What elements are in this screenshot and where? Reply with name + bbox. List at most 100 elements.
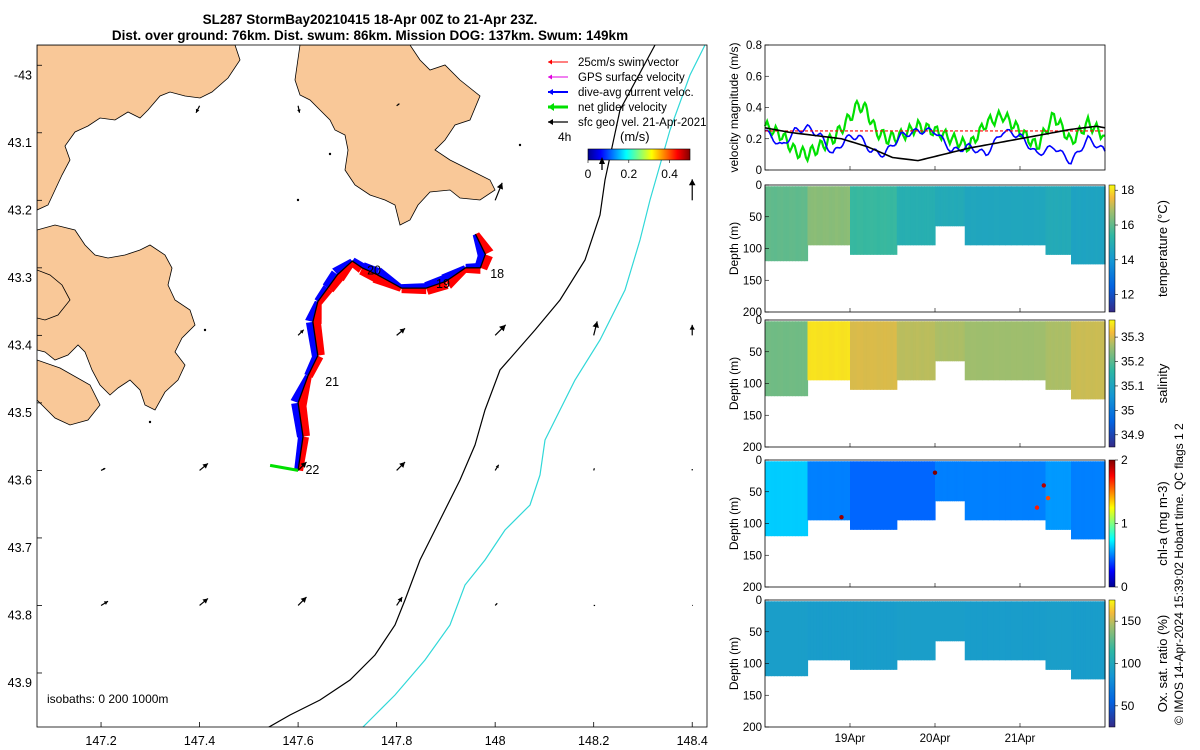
profile-cell [1097,186,1101,265]
arrow-icon [202,463,208,469]
panel-salinity: 34.9 35 35.1 35.2 35.3 salinity 0 50 100 150 200 De… [727,315,1170,454]
y-tick-label: 100 [743,659,762,671]
profile-cell [899,321,903,381]
profile-cell [1047,461,1050,530]
profile-cell [952,461,955,502]
profile-cell [1022,601,1029,661]
profile-cell [958,601,962,642]
profile-cell [1095,321,1099,400]
y-axis-label: Depth (m) [727,222,741,275]
profile-cell [1092,186,1096,265]
vector-scale-label: 4h [558,130,571,144]
profile-cell [1039,601,1047,661]
profile-cell [789,186,793,262]
profile-cell [828,601,833,661]
profile-cell [873,461,878,530]
profile-cell [982,186,989,246]
profile-cell [926,461,931,521]
current-vector-fan [304,353,318,376]
profile-cell [960,601,964,642]
profile-cell [937,601,940,642]
colorbar-tick-label: 0 [585,167,592,181]
profile-cell [960,461,964,502]
glider-track-line [297,233,487,471]
arrow-icon [202,598,208,604]
isobaths-label: isobaths: 0 200 1000m [47,692,168,706]
arrow-icon [599,157,605,164]
profile-cell [1005,601,1012,661]
profile-cell [960,186,964,227]
land-south-peninsula [37,224,196,411]
day-label: 22 [305,463,319,477]
profile-cell [1063,321,1067,390]
y-tick-label: 50 [749,347,762,359]
profile-cell [918,321,922,381]
y-tick-label: 0 [756,455,762,467]
profile-cell [1052,461,1056,530]
profile-cell [843,461,848,521]
profile-cell [902,601,906,661]
profile-cell [850,601,854,670]
profile-cell [1005,186,1012,246]
arrow-icon [593,468,595,470]
profile-cell [1047,186,1050,255]
chla-spot [1034,505,1040,510]
profile-cell [780,186,784,262]
current-vector-fan [314,285,328,302]
y-axis-label: velocity magnitude (m/s) [727,42,741,172]
profile-cell [1022,186,1029,246]
y-tick-label: 43.8 [8,608,32,622]
profile-cell [937,461,940,502]
profile-cell [1052,321,1056,390]
profile-cell [1047,601,1050,670]
profile-cell [840,601,845,661]
profile-cell [780,321,784,397]
profile-cell [962,321,966,362]
profile-cell [1063,461,1067,530]
profile-cell [801,461,806,537]
profile-cell [856,321,861,390]
profile-cell [932,321,936,381]
profile-cell [964,321,972,381]
arrow-icon [496,182,503,190]
profile-cell [840,186,845,246]
land-layer [37,45,522,426]
profile-cell [1039,321,1047,381]
profile-cell [1071,186,1075,265]
profile-cell [954,461,957,502]
profile-cell [1045,321,1048,390]
profile-cell [1102,601,1106,680]
profile-cell [1010,186,1018,246]
profile-cell [825,321,830,381]
date-tick-label: 21Apr [1005,733,1036,745]
profile-cell [846,601,851,661]
profile-cell [795,186,799,262]
profile-cell [913,601,917,661]
section-cells [765,321,1106,400]
profile-cell [907,601,912,661]
profile-cell [913,186,917,246]
profile-cell [853,601,858,670]
map-ticks: 147.2 147.4 147.6 147.8 148 148.2 148.4 -43 43.1… [8,64,708,748]
island-dot [518,143,522,147]
arrow-icon [103,601,109,605]
profile-cell [970,186,977,246]
profile-cell [1085,321,1089,400]
profile-cell [816,321,821,381]
profile-cell [893,186,898,255]
profile-cell [860,461,864,530]
profile-cell [1056,321,1059,390]
profile-cell [1102,461,1106,540]
profile-cell [935,321,938,362]
profile-cell [993,186,1000,246]
y-tick-label: 43.6 [8,473,32,487]
velocity-series [763,98,1106,165]
profile-cell [777,186,781,262]
colorbar-tick-label: 0.4 [661,167,678,181]
profile-cell [935,461,938,502]
profile-cell [956,186,959,227]
profile-cell [1097,321,1101,400]
profile-cell [883,321,888,390]
profile-cell [834,186,839,246]
profile-cell [1060,186,1063,255]
